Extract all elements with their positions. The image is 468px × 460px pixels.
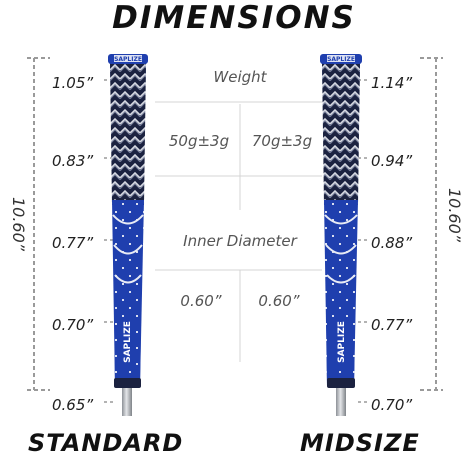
standard-diameter-2: 0.83”: [52, 152, 94, 170]
midsize-diameter-4: 0.77”: [371, 316, 413, 334]
midsize-length-bracket: [420, 57, 443, 391]
standard-inner-diameter-value: 0.60”: [180, 292, 222, 310]
midsize-diameter-ticks: [358, 79, 368, 403]
page-title: DIMENSIONS: [112, 0, 356, 36]
standard-grip-image: SAPLIZE SAPLIZE: [108, 54, 148, 416]
midsize-grip-image: SAPLIZE SAPLIZE: [320, 54, 362, 416]
standard-diameter-1: 1.05”: [52, 74, 94, 92]
svg-text:SAPLIZE: SAPLIZE: [337, 321, 347, 363]
standard-diameter-4: 0.70”: [52, 316, 94, 334]
svg-text:SAPLIZE: SAPLIZE: [114, 56, 142, 63]
midsize-label: MIDSIZE: [300, 429, 420, 457]
svg-text:SAPLIZE: SAPLIZE: [123, 321, 133, 363]
midsize-diameter-3: 0.88”: [371, 234, 413, 252]
midsize-inner-diameter-value: 0.60”: [258, 292, 300, 310]
midsize-length-label: 10.60”: [445, 187, 464, 243]
standard-diameter-3: 0.77”: [52, 234, 94, 252]
standard-diameter-5: 0.65”: [52, 396, 94, 414]
standard-label: STANDARD: [28, 429, 184, 457]
inner-diameter-heading: Inner Diameter: [183, 232, 297, 250]
midsize-weight-value: 70g±3g: [251, 132, 313, 150]
midsize-diameter-1: 1.14”: [371, 74, 413, 92]
svg-text:SAPLIZE: SAPLIZE: [327, 56, 355, 63]
table-dividers: [155, 101, 322, 362]
standard-weight-value: 50g±3g: [168, 132, 230, 150]
midsize-diameter-5: 0.70”: [371, 396, 413, 414]
midsize-diameter-2: 0.94”: [371, 152, 413, 170]
standard-length-label: 10.60”: [9, 196, 28, 252]
standard-length-bracket: [27, 57, 50, 391]
weight-heading: Weight: [213, 68, 267, 86]
